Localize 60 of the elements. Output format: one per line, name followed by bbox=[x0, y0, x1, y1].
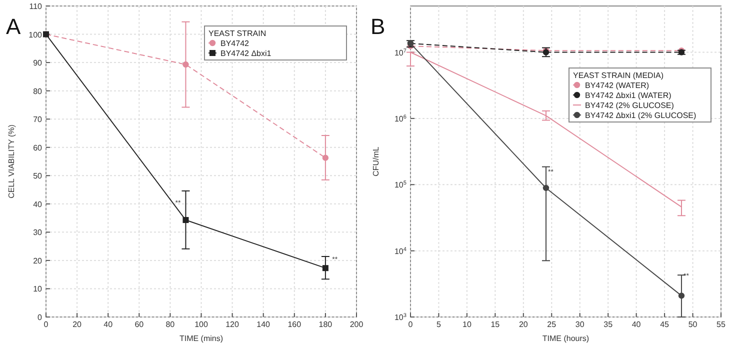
y-tick-label: 40 bbox=[33, 200, 43, 209]
legend-label: BY4742 bbox=[220, 39, 250, 48]
x-tick-label: 200 bbox=[350, 320, 364, 329]
x-tick-label: 0 bbox=[408, 320, 414, 329]
x-tick-label: 10 bbox=[462, 320, 472, 329]
legend-title: YEAST STRAIN (MEDIA) bbox=[573, 71, 664, 80]
point bbox=[542, 184, 550, 192]
y-tick-label: 10$^{5}$ bbox=[394, 180, 406, 190]
x-tick-label: 5 bbox=[436, 320, 442, 329]
x-tick-label: 55 bbox=[716, 320, 726, 329]
x-axis-title: TIME (hours) bbox=[542, 334, 590, 343]
y-tick-label: 90 bbox=[33, 58, 43, 68]
x-tick-label: 40 bbox=[632, 320, 642, 329]
point bbox=[322, 154, 329, 161]
x-tick-label: 40 bbox=[104, 320, 114, 329]
x-tick-label: 20 bbox=[518, 320, 528, 329]
x-tick-label: 140 bbox=[256, 320, 271, 329]
y-tick-label: 60 bbox=[33, 143, 43, 152]
x-tick-label: 45 bbox=[660, 320, 670, 329]
x-tick-label: 160 bbox=[288, 320, 302, 329]
y-tick-label: 20 bbox=[33, 256, 43, 266]
y-axis-title: CELL VIABILITY (%) bbox=[7, 124, 16, 198]
y-tick-label: 30 bbox=[33, 228, 43, 238]
y-tick-label: 0 bbox=[38, 313, 43, 322]
point bbox=[678, 292, 685, 299]
x-tick-label: 80 bbox=[166, 320, 176, 329]
legend-label: BY4742 (WATER) bbox=[585, 81, 650, 90]
chart-title: A bbox=[6, 14, 21, 39]
y-tick-label: 100 bbox=[28, 30, 43, 40]
y-tick-label: 50 bbox=[33, 172, 43, 181]
point bbox=[182, 217, 189, 224]
x-tick-label: 20 bbox=[72, 320, 82, 329]
point bbox=[182, 61, 189, 68]
y-tick-label: 10$^{3}$ bbox=[394, 313, 406, 322]
point bbox=[322, 265, 328, 272]
x-tick-label: 60 bbox=[134, 320, 144, 329]
chart-title: B bbox=[370, 14, 386, 39]
y-tick-label: 10$^{7}$ bbox=[394, 48, 406, 58]
y-tick-label: 70 bbox=[33, 115, 43, 124]
y-axis-title: CFU/mL bbox=[372, 146, 380, 176]
legend-label: BY4742 Δbxi1 (WATER) bbox=[585, 91, 672, 100]
x-tick-label: 180 bbox=[318, 320, 333, 329]
legend-label: BY4742 Δbxi1 (2% GLUCOSE) bbox=[585, 111, 697, 120]
legend-label: BY4742 Δbxi1 bbox=[220, 49, 272, 58]
y-tick-label: 80 bbox=[33, 86, 43, 96]
y-tick-label: 10$^{6}$ bbox=[394, 114, 406, 124]
x-tick-label: 30 bbox=[575, 320, 585, 329]
x-tick-label: 120 bbox=[226, 320, 240, 329]
legend-label: BY4742 (2% GLUCOSE) bbox=[585, 101, 674, 110]
x-axis-title: TIME (mins) bbox=[179, 334, 224, 343]
legend-title: YEAST STRAIN bbox=[208, 29, 266, 38]
x-tick-label: 35 bbox=[604, 320, 614, 329]
x-tick-label: 50 bbox=[688, 320, 698, 329]
y-tick-label: 110 bbox=[29, 2, 43, 11]
x-tick-label: 100 bbox=[194, 320, 208, 329]
x-tick-label: 25 bbox=[547, 320, 557, 329]
y-tick-label: 10 bbox=[33, 284, 43, 294]
x-tick-label: 15 bbox=[490, 320, 500, 329]
x-tick-label: 0 bbox=[44, 320, 49, 329]
y-tick-label: 10$^{4}$ bbox=[394, 246, 406, 256]
